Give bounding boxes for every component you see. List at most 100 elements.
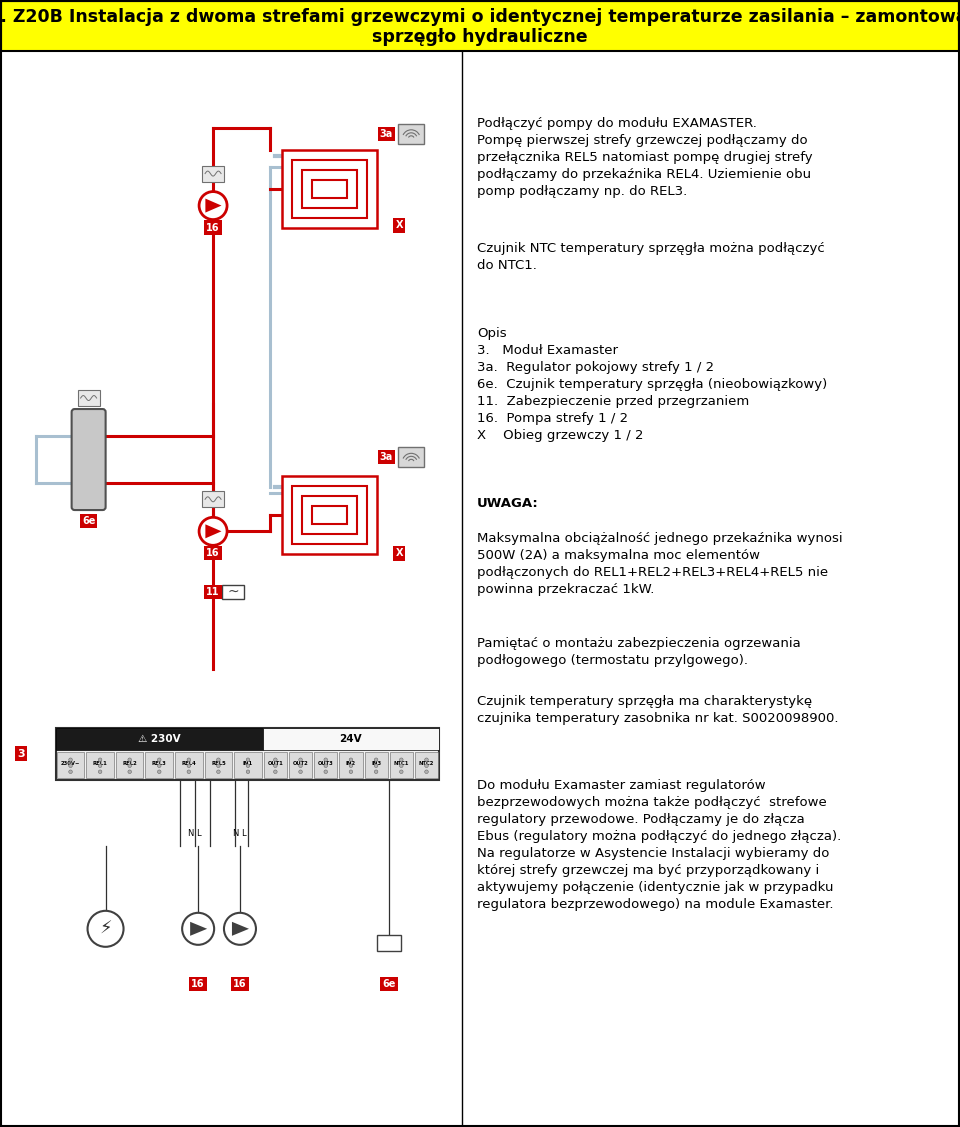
Bar: [390, 752, 413, 778]
Text: REL5: REL5: [211, 761, 226, 766]
Circle shape: [374, 770, 378, 773]
Text: Czujnik NTC temperatury sprzęgła można podłączyć
do NTC1.: Czujnik NTC temperatury sprzęgła można p…: [477, 242, 825, 272]
Circle shape: [299, 764, 302, 767]
Text: 1 B. Z20B Instalacja z dwoma strefami grzewczymi o identycznej temperaturze zasi: 1 B. Z20B Instalacja z dwoma strefami gr…: [0, 9, 960, 27]
Text: 16: 16: [233, 979, 247, 990]
Circle shape: [98, 758, 102, 762]
Bar: [1, 1, 959, 51]
Bar: [78, 390, 100, 406]
Circle shape: [69, 758, 72, 762]
Bar: [398, 447, 424, 468]
Text: REL1: REL1: [93, 761, 108, 766]
Text: Podłączyć pompy do modułu EXAMASTER.
Pompę pierwszej strefy grzewczej podłączamy: Podłączyć pompy do modułu EXAMASTER. Pom…: [477, 117, 812, 198]
Text: 3: 3: [17, 748, 25, 758]
Text: 11: 11: [206, 587, 220, 597]
Text: 16: 16: [206, 223, 220, 232]
Circle shape: [87, 911, 124, 947]
Circle shape: [299, 758, 302, 762]
Bar: [222, 585, 244, 600]
Bar: [263, 728, 439, 749]
Circle shape: [399, 764, 403, 767]
Bar: [204, 752, 232, 778]
Bar: [264, 752, 287, 778]
Text: 24V: 24V: [340, 734, 362, 744]
Circle shape: [349, 770, 352, 773]
Circle shape: [69, 764, 72, 767]
Text: IN2: IN2: [346, 761, 356, 766]
Bar: [282, 150, 377, 228]
Bar: [339, 752, 363, 778]
Circle shape: [217, 770, 220, 773]
Text: Czujnik temperatury sprzęgła ma charakterystykę
czujnika temperatury zasobnika n: Czujnik temperatury sprzęgła ma charakte…: [477, 695, 838, 725]
Circle shape: [199, 517, 228, 545]
Text: X: X: [396, 549, 403, 558]
Polygon shape: [205, 198, 222, 213]
Circle shape: [187, 758, 191, 762]
Circle shape: [424, 758, 428, 762]
Text: 6e: 6e: [383, 979, 396, 990]
Text: sprzęgło hydrauliczne: sprzęgło hydrauliczne: [372, 28, 588, 46]
Circle shape: [217, 764, 220, 767]
Text: Do modułu Examaster zamiast regulatorów
bezprzewodowych można także podłączyć  s: Do modułu Examaster zamiast regulatorów …: [477, 779, 841, 911]
Text: Maksymalna obciążalność jednego przekaźnika wynosi
500W (2A) a maksymalna moc el: Maksymalna obciążalność jednego przekaźn…: [477, 532, 843, 596]
Bar: [415, 752, 438, 778]
Polygon shape: [205, 524, 222, 539]
Text: NTC1: NTC1: [394, 761, 409, 766]
Text: OUT2: OUT2: [293, 761, 308, 766]
Circle shape: [324, 764, 327, 767]
Circle shape: [374, 764, 378, 767]
Circle shape: [274, 770, 277, 773]
Circle shape: [246, 770, 250, 773]
Bar: [282, 476, 377, 553]
Circle shape: [424, 770, 428, 773]
Circle shape: [349, 764, 352, 767]
Circle shape: [128, 758, 132, 762]
FancyBboxPatch shape: [72, 409, 106, 511]
Bar: [56, 728, 439, 780]
Text: ⚠ 230V: ⚠ 230V: [138, 734, 180, 744]
Bar: [292, 486, 367, 543]
Polygon shape: [232, 922, 249, 935]
Text: 6e: 6e: [82, 516, 95, 526]
Bar: [312, 506, 348, 524]
Circle shape: [274, 764, 277, 767]
Text: REL3: REL3: [152, 761, 167, 766]
Text: 230V~: 230V~: [60, 761, 81, 766]
Bar: [292, 160, 367, 218]
Circle shape: [399, 770, 403, 773]
Circle shape: [374, 758, 378, 762]
Text: Pamiętać o montażu zabezpieczenia ogrzewania
podłogowego (termostatu przylgowego: Pamiętać o montażu zabezpieczenia ogrzew…: [477, 637, 801, 667]
Circle shape: [128, 764, 132, 767]
Circle shape: [399, 758, 403, 762]
Bar: [202, 491, 224, 507]
Circle shape: [349, 758, 352, 762]
Text: REL2: REL2: [122, 761, 137, 766]
Circle shape: [274, 758, 277, 762]
Text: NTC2: NTC2: [419, 761, 434, 766]
Bar: [289, 752, 312, 778]
Circle shape: [424, 764, 428, 767]
Bar: [86, 752, 114, 778]
Bar: [116, 752, 143, 778]
Text: IN3: IN3: [372, 761, 381, 766]
Polygon shape: [190, 922, 207, 935]
Circle shape: [217, 758, 220, 762]
Bar: [234, 752, 262, 778]
Circle shape: [69, 770, 72, 773]
Text: N L: N L: [188, 829, 202, 838]
Circle shape: [128, 770, 132, 773]
Text: REL4: REL4: [181, 761, 196, 766]
Text: IN1: IN1: [243, 761, 253, 766]
Bar: [302, 496, 357, 534]
Text: OUT1: OUT1: [268, 761, 283, 766]
Text: 3a: 3a: [380, 128, 393, 139]
Bar: [57, 752, 84, 778]
Bar: [312, 180, 348, 198]
Text: X: X: [396, 221, 403, 230]
Text: OUT3: OUT3: [318, 761, 334, 766]
Text: N L: N L: [233, 829, 247, 838]
Bar: [56, 728, 263, 749]
Text: UWAGA:: UWAGA:: [477, 497, 539, 511]
Circle shape: [187, 770, 191, 773]
Circle shape: [246, 758, 250, 762]
